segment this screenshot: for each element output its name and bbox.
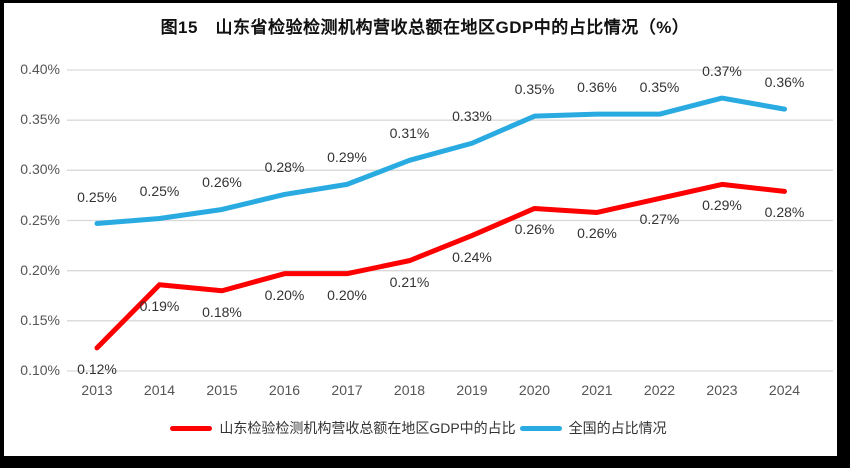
x-tick-label: 2015 — [206, 382, 238, 398]
legend-item-national: 全国的占比情况 — [519, 418, 667, 438]
data-label: 0.29% — [702, 197, 742, 214]
data-label: 0.37% — [702, 63, 742, 80]
data-label: 0.35% — [514, 81, 555, 98]
series-line — [94, 181, 787, 351]
x-tick-label: 2021 — [581, 382, 613, 398]
data-label: 0.26% — [577, 225, 617, 242]
x-tick-label: 2018 — [393, 382, 426, 398]
blue-line-swatch-icon — [519, 425, 562, 431]
x-tick-label: 2022 — [643, 382, 676, 398]
chart-title: 图15 山东省检验检测机构营收总额在地区GDP中的占比情况（%） — [160, 18, 690, 37]
data-label: 0.36% — [764, 74, 805, 91]
legend-label-national: 全国的占比情况 — [568, 420, 667, 436]
x-tick-label: 2020 — [518, 382, 551, 398]
x-tick-label: 2024 — [768, 382, 801, 398]
red-line-swatch-icon — [170, 425, 213, 431]
x-tick-label: 2013 — [81, 382, 113, 398]
y-tick-label: 0.10% — [20, 362, 60, 378]
data-label: 0.12% — [77, 360, 117, 377]
series-line — [94, 95, 787, 227]
x-tick-label: 2016 — [268, 382, 301, 398]
data-label: 0.19% — [139, 297, 180, 314]
data-label: 0.27% — [639, 211, 680, 228]
data-label: 0.26% — [202, 174, 242, 191]
data-label: 0.28% — [264, 159, 305, 176]
y-tick-label: 0.40% — [20, 61, 60, 77]
data-label: 0.31% — [389, 125, 430, 142]
data-label: 0.33% — [452, 108, 492, 125]
legend-label-shandong: 山东检验检测机构营收总额在地区GDP中的占比 — [219, 420, 516, 436]
data-label: 0.25% — [139, 183, 180, 200]
data-label: 0.18% — [202, 303, 242, 320]
x-tick-label: 2023 — [706, 382, 738, 398]
y-tick-label: 0.35% — [20, 111, 60, 128]
x-tick-label: 2017 — [331, 382, 363, 398]
data-label: 0.24% — [452, 248, 492, 265]
legend-item-shandong: 山东检验检测机构营收总额在地区GDP中的占比 — [170, 418, 516, 438]
data-label: 0.25% — [77, 188, 117, 205]
chart-legend: 山东检验检测机构营收总额在地区GDP中的占比 全国的占比情况 — [0, 418, 837, 438]
data-label: 0.26% — [514, 221, 555, 238]
data-label: 0.20% — [264, 286, 305, 303]
data-label: 0.21% — [389, 273, 430, 290]
data-label: 0.28% — [764, 204, 805, 221]
y-tick-label: 0.20% — [20, 261, 60, 278]
y-tick-label: 0.25% — [20, 211, 60, 228]
data-label: 0.29% — [327, 149, 367, 166]
data-label: 0.20% — [327, 286, 367, 303]
y-tick-label: 0.30% — [20, 161, 60, 178]
data-label: 0.36% — [577, 79, 617, 96]
x-tick-label: 2014 — [143, 382, 176, 398]
y-tick-label: 0.15% — [20, 311, 60, 328]
x-tick-label: 2019 — [456, 382, 488, 398]
data-label: 0.35% — [639, 79, 680, 96]
